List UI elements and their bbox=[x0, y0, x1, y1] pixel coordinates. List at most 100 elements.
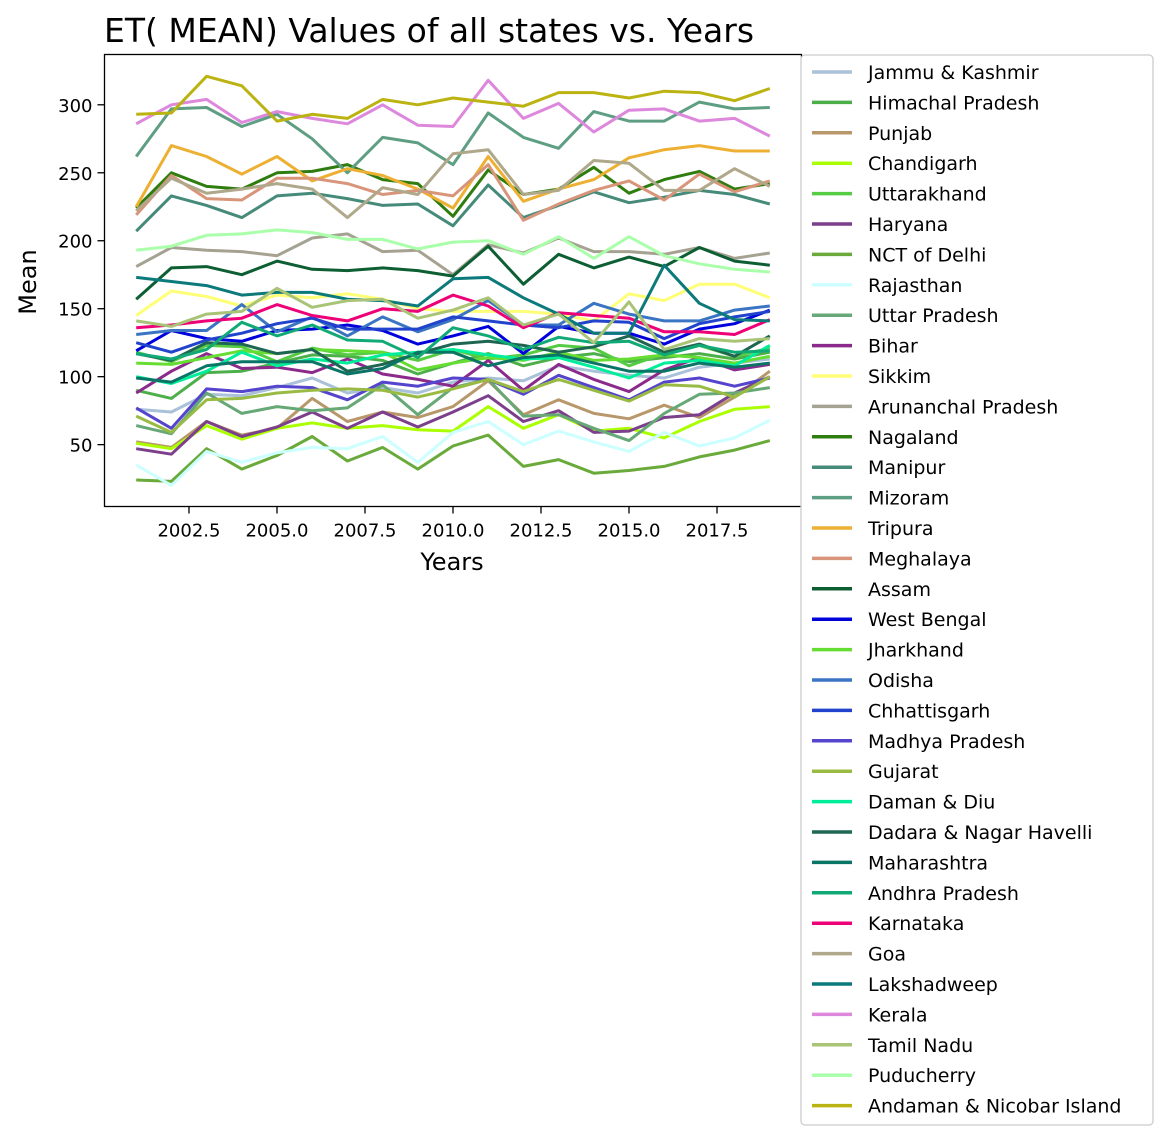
legend-label: Sikkim bbox=[868, 366, 931, 388]
legend-label: Goa bbox=[868, 944, 906, 966]
series-line-tamil-nadu bbox=[135, 286, 770, 351]
series-line-tripura bbox=[134, 144, 770, 210]
chart-title: ET( MEAN) Values of all states vs. Years bbox=[104, 11, 754, 50]
legend-item: Himachal Pradesh bbox=[812, 92, 1039, 114]
x-tick-label: 2015.0 bbox=[598, 521, 661, 542]
x-tick-label: 2012.5 bbox=[510, 521, 573, 542]
legend-item: Chandigarh bbox=[812, 153, 978, 175]
legend-label: Tripura bbox=[867, 518, 933, 540]
legend-item: Maharashtra bbox=[812, 852, 988, 874]
legend-label: Uttarakhand bbox=[868, 184, 987, 206]
series-line-chhattisgarh bbox=[135, 309, 771, 354]
y-tick-label: 300 bbox=[58, 96, 92, 117]
legend-label: Odisha bbox=[868, 670, 934, 692]
legend-label: Manipur bbox=[868, 457, 945, 479]
series-line-jammu-kashmir bbox=[136, 357, 770, 414]
legend-label: Maharashtra bbox=[868, 852, 988, 874]
legend-label: Andhra Pradesh bbox=[868, 883, 1019, 905]
legend-item: Tamil Nadu bbox=[812, 1035, 973, 1057]
legend-label: Kerala bbox=[868, 1004, 928, 1026]
legend-item: Daman & Diu bbox=[812, 792, 995, 814]
legend-label: Haryana bbox=[868, 214, 948, 236]
series-line-arunanchal-pradesh bbox=[135, 232, 771, 277]
legend-label: Mizoram bbox=[868, 488, 949, 510]
y-axis: 50 100 150 200 250 300 bbox=[58, 96, 105, 457]
legend-item: Andhra Pradesh bbox=[812, 883, 1019, 905]
y-tick-label: 100 bbox=[58, 368, 92, 389]
legend-label: Dadara & Nagar Havelli bbox=[868, 822, 1092, 844]
series-line-lakshadweep bbox=[136, 263, 770, 335]
legend-item: Tripura bbox=[812, 518, 933, 540]
series-line-west-bengal bbox=[135, 308, 771, 356]
legend-item: Bihar bbox=[812, 336, 918, 358]
legend-label: Daman & Diu bbox=[868, 792, 995, 814]
legend-item: Puducherry bbox=[812, 1065, 976, 1087]
y-axis-label: Mean bbox=[14, 249, 42, 314]
x-axis: 2002.5 2005.0 2007.5 2010.0 2012.5 2015.0 2017… bbox=[157, 506, 749, 542]
legend-item: Gujarat bbox=[812, 761, 939, 783]
legend-item: Chhattisgarh bbox=[812, 700, 990, 722]
legend-item: Manipur bbox=[812, 457, 945, 479]
y-tick-label: 200 bbox=[58, 232, 92, 253]
plot-lines bbox=[134, 74, 771, 487]
legend-item: Nagaland bbox=[812, 427, 959, 449]
legend-label: Arunanchal Pradesh bbox=[868, 396, 1058, 418]
series-line-daman-diu bbox=[135, 344, 771, 385]
series-line-odisha bbox=[136, 299, 770, 338]
y-tick-label: 50 bbox=[70, 436, 93, 457]
x-tick-label: 2007.5 bbox=[334, 521, 397, 542]
legend-label: Nagaland bbox=[868, 427, 959, 449]
legend-item: Karnataka bbox=[812, 913, 964, 935]
series-line-kerala bbox=[135, 78, 771, 138]
legend-item: Haryana bbox=[812, 214, 948, 236]
x-tick-label: 2005.0 bbox=[245, 521, 308, 542]
legend-label: Puducherry bbox=[868, 1065, 976, 1087]
series-line-manipur bbox=[135, 183, 771, 233]
legend-label: Karnataka bbox=[868, 913, 964, 935]
legend-label: NCT of Delhi bbox=[868, 244, 986, 266]
series-line-maharashtra bbox=[136, 350, 770, 384]
legend-item: Odisha bbox=[812, 670, 934, 692]
legend-item: Kerala bbox=[812, 1004, 928, 1026]
legend-label: Gujarat bbox=[868, 761, 939, 783]
legend-item: Assam bbox=[812, 579, 931, 601]
legend-item: Dadara & Nagar Havelli bbox=[812, 822, 1092, 844]
legend-item: Sikkim bbox=[812, 366, 931, 388]
x-tick-label: 2010.0 bbox=[422, 521, 485, 542]
legend-item: Andaman & Nicobar Island bbox=[812, 1096, 1121, 1118]
legend-label: Assam bbox=[868, 579, 931, 601]
legend-label: Jharkhand bbox=[867, 640, 964, 662]
legend-item: NCT of Delhi bbox=[812, 244, 986, 266]
legend-label: West Bengal bbox=[868, 609, 987, 631]
legend-item: Jammu & Kashmir bbox=[812, 62, 1039, 84]
series-line-haryana bbox=[135, 375, 771, 456]
legend-item: Goa bbox=[812, 944, 906, 966]
legend-frame bbox=[800, 54, 1154, 1126]
legend-item: Madhya Pradesh bbox=[812, 731, 1025, 753]
legend-label: Chandigarh bbox=[868, 153, 978, 175]
series-line-mizoram bbox=[134, 100, 770, 175]
legend-item: Uttarakhand bbox=[812, 184, 987, 206]
series-line-rajasthan bbox=[135, 418, 771, 487]
legend-item: Mizoram bbox=[812, 488, 949, 510]
legend-label: Bihar bbox=[868, 336, 918, 358]
legend-item: Jharkhand bbox=[812, 640, 964, 662]
legend-label: Madhya Pradesh bbox=[868, 731, 1025, 753]
series-line-goa bbox=[135, 148, 771, 220]
legend-label: Andaman & Nicobar Island bbox=[868, 1096, 1121, 1118]
legend-item: Lakshadweep bbox=[812, 974, 998, 996]
legend-label: Rajasthan bbox=[868, 275, 962, 297]
series-line-nct-of-delhi bbox=[136, 433, 771, 483]
series-line-dadara-nagar-havelli bbox=[135, 334, 771, 373]
series-line-madhya-pradesh bbox=[135, 373, 771, 430]
x-tick-label: 2002.5 bbox=[157, 521, 220, 542]
legend-label: Meghalaya bbox=[868, 548, 972, 570]
legend-label: Lakshadweep bbox=[868, 974, 998, 996]
y-tick-label: 150 bbox=[58, 300, 92, 321]
legend-item: Arunanchal Pradesh bbox=[812, 396, 1058, 418]
y-tick-label: 250 bbox=[58, 164, 92, 185]
legend-item: Rajasthan bbox=[812, 275, 962, 297]
legend-label: Himachal Pradesh bbox=[868, 92, 1039, 114]
legend-item: Punjab bbox=[812, 123, 932, 145]
x-tick-label: 2017.5 bbox=[686, 521, 749, 542]
